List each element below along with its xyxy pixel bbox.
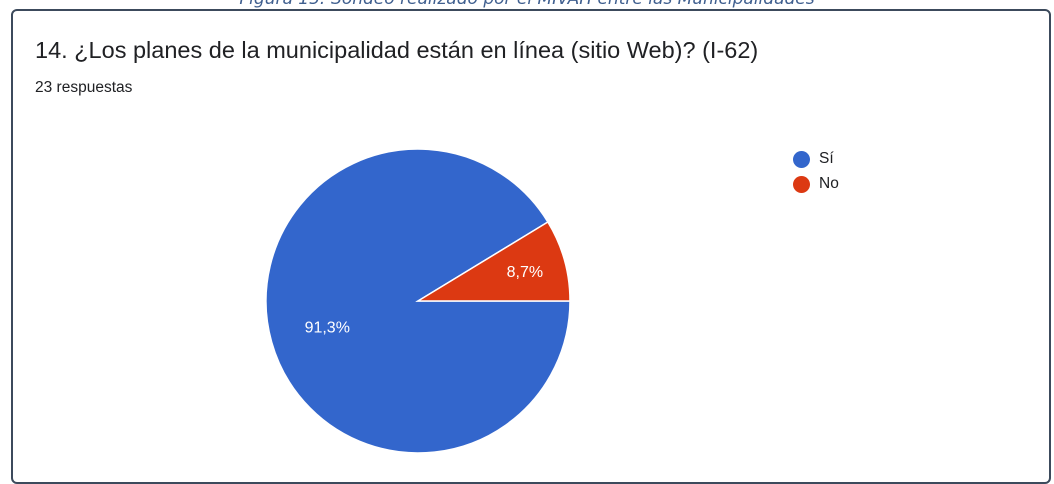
figure-caption: Figura 15: Sondeo realizado por el MIVAH… [0, 0, 1054, 9]
chart-legend: Sí No [793, 148, 839, 198]
legend-item-si: Sí [793, 148, 839, 170]
response-count: 23 respuestas [35, 79, 133, 96]
legend-swatch [793, 150, 810, 168]
question-card: 14. ¿Los planes de la municipalidad está… [11, 9, 1051, 484]
legend-label: Sí [819, 150, 834, 167]
legend-swatch [793, 175, 810, 193]
slice-label-si: 91,3% [305, 319, 350, 336]
question-title: 14. ¿Los planes de la municipalidad está… [35, 37, 759, 63]
pie-slice-no [415, 220, 571, 302]
slice-label-no: 8,7% [507, 264, 543, 281]
legend-item-no: No [793, 173, 839, 195]
pie-chart: 91,3% 8,7% [265, 148, 571, 454]
pie-slice-si [265, 148, 571, 454]
legend-label: No [819, 175, 839, 192]
